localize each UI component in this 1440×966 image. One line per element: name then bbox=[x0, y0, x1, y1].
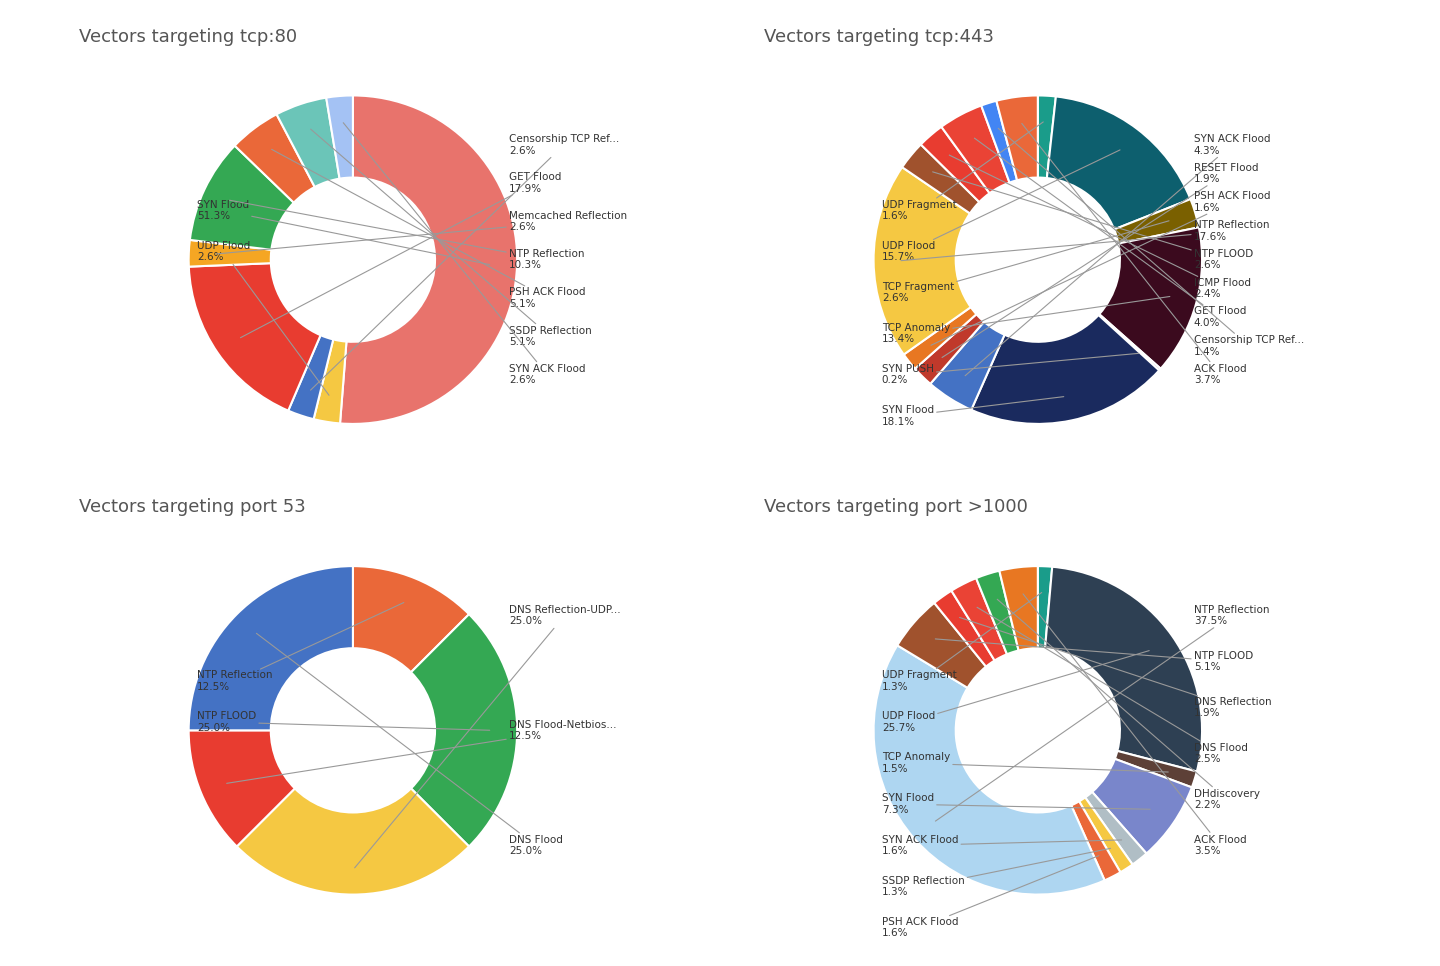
Text: UDP Fragment
1.3%: UDP Fragment 1.3% bbox=[881, 592, 1041, 692]
Wedge shape bbox=[904, 307, 976, 369]
Wedge shape bbox=[353, 566, 469, 672]
Wedge shape bbox=[1099, 314, 1161, 370]
Wedge shape bbox=[1099, 227, 1202, 369]
Text: Censorship TCP Ref...
1.4%: Censorship TCP Ref... 1.4% bbox=[998, 128, 1305, 356]
Wedge shape bbox=[897, 603, 986, 688]
Wedge shape bbox=[942, 105, 1009, 193]
Text: PSH ACK Flood
1.6%: PSH ACK Flood 1.6% bbox=[881, 856, 1099, 938]
Text: SSDP Reflection
1.3%: SSDP Reflection 1.3% bbox=[881, 848, 1110, 897]
Text: SYN Flood
18.1%: SYN Flood 18.1% bbox=[881, 397, 1064, 427]
Wedge shape bbox=[1045, 567, 1202, 772]
Wedge shape bbox=[410, 614, 517, 846]
Wedge shape bbox=[935, 590, 995, 667]
Text: TCP Anomaly
13.4%: TCP Anomaly 13.4% bbox=[881, 297, 1169, 345]
Text: DHdiscovery
2.2%: DHdiscovery 2.2% bbox=[998, 599, 1260, 810]
Text: Vectors targeting port >1000: Vectors targeting port >1000 bbox=[765, 498, 1028, 517]
Text: NTP Reflection
17.6%: NTP Reflection 17.6% bbox=[901, 220, 1269, 261]
Text: DNS Flood-Netbios...
12.5%: DNS Flood-Netbios... 12.5% bbox=[226, 720, 616, 783]
Text: SYN Flood
7.3%: SYN Flood 7.3% bbox=[881, 793, 1151, 815]
Wedge shape bbox=[1115, 199, 1200, 243]
Text: DNS Flood
2.5%: DNS Flood 2.5% bbox=[976, 608, 1247, 764]
Text: DNS Reflection
1.9%: DNS Reflection 1.9% bbox=[959, 617, 1272, 718]
Text: PSH ACK Flood
5.1%: PSH ACK Flood 5.1% bbox=[272, 150, 586, 309]
Text: NTP Reflection
12.5%: NTP Reflection 12.5% bbox=[197, 603, 403, 692]
Wedge shape bbox=[901, 145, 979, 213]
Text: UDP Fragment
1.6%: UDP Fragment 1.6% bbox=[881, 122, 1043, 221]
Wedge shape bbox=[971, 315, 1159, 424]
Text: NTP FLOOD
2.6%: NTP FLOOD 2.6% bbox=[933, 172, 1253, 270]
Text: Vectors targeting tcp:80: Vectors targeting tcp:80 bbox=[79, 28, 298, 45]
Text: SSDP Reflection
5.1%: SSDP Reflection 5.1% bbox=[311, 129, 592, 347]
Wedge shape bbox=[189, 263, 321, 411]
Wedge shape bbox=[340, 96, 517, 424]
Wedge shape bbox=[190, 146, 294, 250]
Wedge shape bbox=[1115, 751, 1197, 787]
Wedge shape bbox=[999, 566, 1038, 650]
Text: ACK Flood
3.5%: ACK Flood 3.5% bbox=[1022, 594, 1247, 856]
Wedge shape bbox=[189, 240, 271, 267]
Wedge shape bbox=[996, 96, 1038, 181]
Wedge shape bbox=[1038, 96, 1056, 178]
Text: ICMP Flood
2.4%: ICMP Flood 2.4% bbox=[949, 156, 1251, 299]
Wedge shape bbox=[276, 98, 340, 187]
Text: SYN Flood
51.3%: SYN Flood 51.3% bbox=[197, 200, 490, 265]
Wedge shape bbox=[327, 96, 353, 179]
Text: NTP FLOOD
25.0%: NTP FLOOD 25.0% bbox=[197, 711, 490, 733]
Wedge shape bbox=[1079, 797, 1132, 872]
Text: TCP Anomaly
1.5%: TCP Anomaly 1.5% bbox=[881, 753, 1168, 774]
Text: Memcached Reflection
2.6%: Memcached Reflection 2.6% bbox=[216, 211, 626, 254]
Wedge shape bbox=[189, 566, 353, 730]
Text: DNS Reflection-UDP...
25.0%: DNS Reflection-UDP... 25.0% bbox=[354, 605, 621, 867]
Wedge shape bbox=[1038, 566, 1053, 648]
Text: UDP Flood
2.6%: UDP Flood 2.6% bbox=[197, 241, 328, 395]
Text: SYN PUSH
0.2%: SYN PUSH 0.2% bbox=[881, 354, 1139, 385]
Text: TCP Fragment
2.6%: TCP Fragment 2.6% bbox=[881, 221, 1169, 303]
Wedge shape bbox=[1086, 792, 1146, 865]
Text: UDP Flood
25.7%: UDP Flood 25.7% bbox=[881, 651, 1149, 733]
Text: PSH ACK Flood
1.6%: PSH ACK Flood 1.6% bbox=[932, 191, 1270, 345]
Text: ACK Flood
3.7%: ACK Flood 3.7% bbox=[1022, 124, 1247, 385]
Text: UDP Flood
15.7%: UDP Flood 15.7% bbox=[881, 150, 1120, 263]
Wedge shape bbox=[976, 571, 1018, 654]
Text: SYN ACK Flood
2.6%: SYN ACK Flood 2.6% bbox=[343, 123, 586, 385]
Wedge shape bbox=[1092, 759, 1192, 854]
Wedge shape bbox=[930, 322, 1005, 410]
Wedge shape bbox=[952, 578, 1007, 661]
Text: RESET Flood
1.9%: RESET Flood 1.9% bbox=[942, 162, 1259, 357]
Wedge shape bbox=[1071, 802, 1120, 880]
Wedge shape bbox=[235, 114, 315, 203]
Text: GET Flood
4.0%: GET Flood 4.0% bbox=[975, 138, 1246, 328]
Text: Censorship TCP Ref...
2.6%: Censorship TCP Ref... 2.6% bbox=[311, 134, 619, 390]
Text: NTP FLOOD
5.1%: NTP FLOOD 5.1% bbox=[936, 639, 1253, 672]
Text: GET Flood
17.9%: GET Flood 17.9% bbox=[240, 172, 562, 338]
Wedge shape bbox=[874, 167, 971, 355]
Text: DNS Flood
25.0%: DNS Flood 25.0% bbox=[256, 634, 563, 856]
Text: Vectors targeting tcp:443: Vectors targeting tcp:443 bbox=[765, 28, 995, 45]
Text: SYN ACK Flood
1.6%: SYN ACK Flood 1.6% bbox=[881, 835, 1122, 856]
Text: NTP Reflection
37.5%: NTP Reflection 37.5% bbox=[936, 605, 1269, 821]
Text: Vectors targeting port 53: Vectors targeting port 53 bbox=[79, 498, 307, 517]
Wedge shape bbox=[874, 645, 1104, 895]
Wedge shape bbox=[189, 730, 295, 846]
Wedge shape bbox=[314, 339, 347, 423]
Wedge shape bbox=[920, 127, 989, 202]
Wedge shape bbox=[1047, 97, 1191, 229]
Text: NTP Reflection
10.3%: NTP Reflection 10.3% bbox=[229, 200, 585, 270]
Text: SYN ACK Flood
4.3%: SYN ACK Flood 4.3% bbox=[965, 134, 1270, 376]
Wedge shape bbox=[981, 100, 1017, 183]
Wedge shape bbox=[288, 335, 333, 419]
Wedge shape bbox=[914, 314, 984, 384]
Wedge shape bbox=[236, 788, 469, 895]
